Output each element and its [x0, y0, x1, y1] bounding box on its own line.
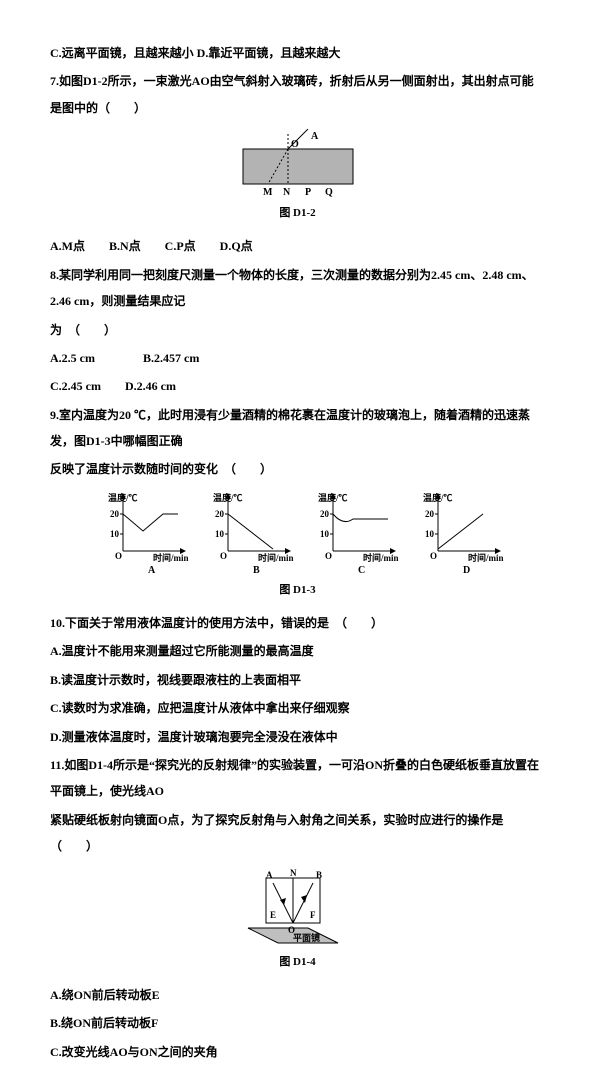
q11-opt-b: B.绕ON前后转动板F: [50, 1010, 545, 1036]
svg-text:10: 10: [320, 529, 330, 539]
svg-text:时间/min: 时间/min: [363, 552, 399, 563]
svg-text:10: 10: [425, 529, 435, 539]
fig-d1-2-caption: 图 D1-2: [50, 201, 545, 225]
svg-text:N: N: [290, 868, 297, 878]
q10-stem: 10.下面关于常用液体温度计的使用方法中，错误的是 （ ）: [50, 610, 545, 636]
svg-text:P: P: [305, 187, 311, 198]
svg-text:温度/℃: 温度/℃: [318, 492, 348, 503]
svg-text:E: E: [270, 910, 276, 920]
q10-b: B.读温度计示数时，视线要跟液柱的上表面相平: [50, 667, 545, 693]
q11-stem-b: 紧贴硬纸板射向镜面O点，为了探究反射角与入射角之间关系，实验时应进行的操作是 （…: [50, 807, 545, 860]
fig-d1-4-caption: 图 D1-4: [50, 950, 545, 974]
svg-text:D: D: [463, 565, 470, 576]
q11-opt-c: C.改变光线AO与ON之间的夹角: [50, 1039, 545, 1065]
fig-d1-3-caption: 图 D1-3: [50, 578, 545, 602]
q8-row1: A.2.5 cm B.2.457 cm: [50, 345, 545, 371]
svg-text:时间/min: 时间/min: [153, 552, 189, 563]
svg-text:O: O: [291, 139, 299, 150]
svg-text:20: 20: [215, 509, 225, 519]
svg-text:C: C: [358, 565, 365, 576]
svg-text:A: A: [148, 565, 156, 576]
svg-text:20: 20: [110, 509, 120, 519]
q8-row2: C.2.45 cm D.2.46 cm: [50, 373, 545, 399]
fig-d1-2: A O M N P Q 图 D1-2: [50, 129, 545, 225]
svg-text:A: A: [266, 870, 273, 880]
q8-stem-a: 8.某同学利用同一把刻度尺测量一个物体的长度，三次测量的数据分别为2.45 cm…: [50, 262, 545, 315]
svg-text:Q: Q: [325, 187, 333, 198]
svg-text:温度/℃: 温度/℃: [213, 492, 243, 503]
svg-text:A: A: [311, 131, 319, 142]
fig-d1-2-svg: A O M N P Q: [233, 129, 363, 199]
fig-d1-3: 温度/℃ 20 10 时间/min O A 温度/℃ 20 10 时间/min …: [50, 491, 545, 602]
svg-text:O: O: [220, 551, 227, 561]
q6-tail: C.远离平面镜，且越来越小 D.靠近平面镜，且越来越大: [50, 40, 545, 66]
svg-text:温度/℃: 温度/℃: [108, 492, 138, 503]
q10-d: D.测量液体温度时，温度计玻璃泡要完全浸没在液体中: [50, 724, 545, 750]
svg-text:O: O: [115, 551, 122, 561]
q7-stem: 7.如图D1-2所示，一束激光AO由空气斜射入玻璃砖，折射后从另一侧面射出，其出…: [50, 68, 545, 121]
svg-text:温度/℃: 温度/℃: [423, 492, 453, 503]
q10-c: C.读数时为求准确，应把温度计从液体中拿出来仔细观察: [50, 695, 545, 721]
svg-text:20: 20: [425, 509, 435, 519]
svg-text:B: B: [253, 565, 260, 576]
q11-opt-a: A.绕ON前后转动板E: [50, 982, 545, 1008]
svg-text:M: M: [263, 187, 273, 198]
svg-text:20: 20: [320, 509, 330, 519]
q7-options: A.M点 B.N点 C.P点 D.Q点: [50, 233, 545, 259]
q11-stem-a: 11.如图D1-4所示是“探究光的反射规律”的实验装置，一可沿ON折叠的白色硬纸…: [50, 752, 545, 805]
fig-d1-4: N A B E F O 平面镜 图 D1-4: [50, 868, 545, 974]
q10-a: A.温度计不能用来测量超过它所能测量的最高温度: [50, 638, 545, 664]
svg-text:10: 10: [215, 529, 225, 539]
q9-stem-a: 9.室内温度为20 ℃，此时用浸有少量酒精的棉花裹在温度计的玻璃泡上，随着酒精的…: [50, 402, 545, 455]
fig-d1-3-svg: 温度/℃ 20 10 时间/min O A 温度/℃ 20 10 时间/min …: [88, 491, 508, 576]
svg-text:10: 10: [110, 529, 120, 539]
svg-text:平面镜: 平面镜: [293, 932, 320, 943]
svg-text:N: N: [283, 187, 291, 198]
svg-text:B: B: [316, 870, 322, 880]
q8-stem-b: 为 （ ）: [50, 317, 545, 343]
svg-text:O: O: [325, 551, 332, 561]
svg-text:时间/min: 时间/min: [468, 552, 504, 563]
fig-d1-4-svg: N A B E F O 平面镜: [238, 868, 358, 948]
q9-stem-b: 反映了温度计示数随时间的变化 （ ）: [50, 456, 545, 482]
svg-text:O: O: [430, 551, 437, 561]
svg-text:时间/min: 时间/min: [258, 552, 294, 563]
svg-text:F: F: [310, 910, 316, 920]
